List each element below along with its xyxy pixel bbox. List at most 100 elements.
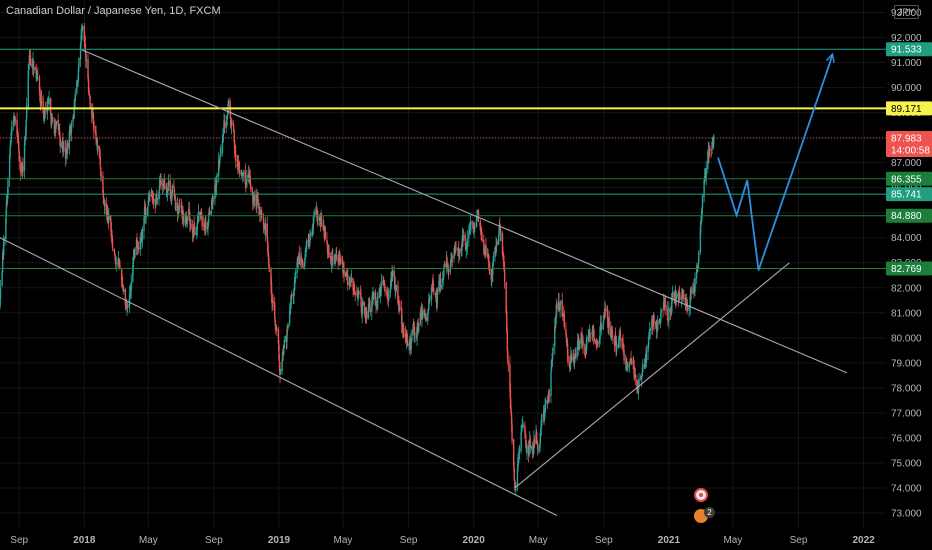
candle-body [24, 139, 26, 146]
candle-body [232, 124, 235, 131]
candle-body [196, 229, 198, 233]
candle-body [92, 112, 95, 125]
candle-body [212, 198, 215, 200]
candle-body [259, 206, 261, 215]
candle-body [586, 337, 588, 349]
candle-body [570, 355, 572, 365]
candle-body [447, 271, 450, 272]
candle-body [81, 26, 83, 32]
candle-body [129, 291, 132, 295]
price-tick-label: 93.000 [891, 8, 922, 19]
candle-body [526, 445, 528, 453]
candle-body [298, 253, 300, 264]
candle-body [547, 401, 549, 403]
candle-body [357, 292, 360, 299]
candle-body [492, 256, 495, 262]
candle-body [571, 353, 573, 360]
candle-body [470, 221, 472, 225]
candle-body [238, 169, 241, 174]
candle-body [135, 238, 138, 249]
candle-body [479, 222, 481, 227]
candle-body [137, 247, 140, 251]
candle-body [98, 145, 100, 153]
candle-body [289, 308, 291, 312]
candle-body [483, 239, 485, 253]
candle-body [599, 326, 601, 340]
candle-body [27, 70, 29, 108]
candle-body [313, 211, 315, 216]
candle-body [655, 328, 658, 332]
candle-body [410, 337, 412, 349]
candle-body [76, 80, 78, 94]
candle-body [270, 268, 272, 285]
candle-body [52, 117, 54, 120]
candle-body [87, 58, 89, 79]
candle-body [409, 339, 411, 343]
candle-body [341, 261, 343, 263]
candle-body [286, 330, 288, 342]
candle-body [566, 342, 569, 356]
candle-body [163, 181, 165, 187]
candle-body [177, 212, 179, 215]
last-price-label: 87.983 [891, 134, 922, 145]
candle-body [371, 302, 373, 313]
candle-body [123, 289, 125, 292]
candle-body [383, 287, 386, 289]
candle-body [271, 295, 273, 304]
candle-body [501, 233, 504, 255]
candle-body [8, 155, 11, 180]
candle-body [598, 337, 601, 343]
candle-body [195, 232, 197, 236]
candle-body [191, 227, 194, 234]
candle-body [510, 406, 512, 413]
currency-button[interactable]: JPY [894, 5, 919, 19]
candle-body [622, 348, 625, 350]
candle-body [506, 331, 508, 351]
projection-arrow [717, 55, 832, 271]
candle-body [430, 287, 433, 300]
candle-body [111, 238, 114, 249]
candle-body [472, 226, 475, 232]
candle-body [647, 345, 649, 352]
candle-body [565, 334, 568, 344]
candle-body [695, 266, 698, 279]
candle-body [80, 30, 83, 35]
candle-body [283, 340, 286, 348]
candle-body [343, 268, 345, 276]
candle-body [108, 215, 110, 221]
candle-body [546, 401, 548, 403]
candle-body [649, 328, 651, 332]
candle-body [25, 120, 27, 135]
candle-body [109, 216, 112, 221]
candle-body [274, 319, 276, 326]
candle-body [268, 258, 270, 267]
candle-body [226, 114, 228, 120]
candle-body [290, 295, 292, 304]
candle-body [79, 43, 82, 60]
candle-body [474, 223, 476, 230]
candle-body [207, 223, 209, 228]
level-price-label: 91.533 [891, 45, 922, 56]
candle-body [585, 347, 587, 355]
candle-body [0, 287, 2, 299]
candle-body [197, 211, 200, 223]
candle-body [316, 207, 318, 217]
candle-body [705, 167, 707, 179]
candle-body [642, 363, 644, 373]
candle-body [678, 292, 681, 298]
candle-body [250, 184, 252, 189]
candle-body [51, 121, 53, 125]
event-marker-icon[interactable] [694, 488, 708, 502]
candle-body [514, 479, 516, 489]
candle-body [39, 88, 41, 102]
candle-body [432, 279, 434, 288]
price-tick-label: 78.000 [891, 383, 922, 394]
candle-body [464, 242, 467, 250]
candle-body [193, 224, 195, 227]
candle-body [561, 300, 563, 317]
candle-body [38, 75, 41, 91]
candle-body [28, 63, 30, 71]
candle-body [49, 98, 52, 115]
candle-body [29, 55, 32, 65]
